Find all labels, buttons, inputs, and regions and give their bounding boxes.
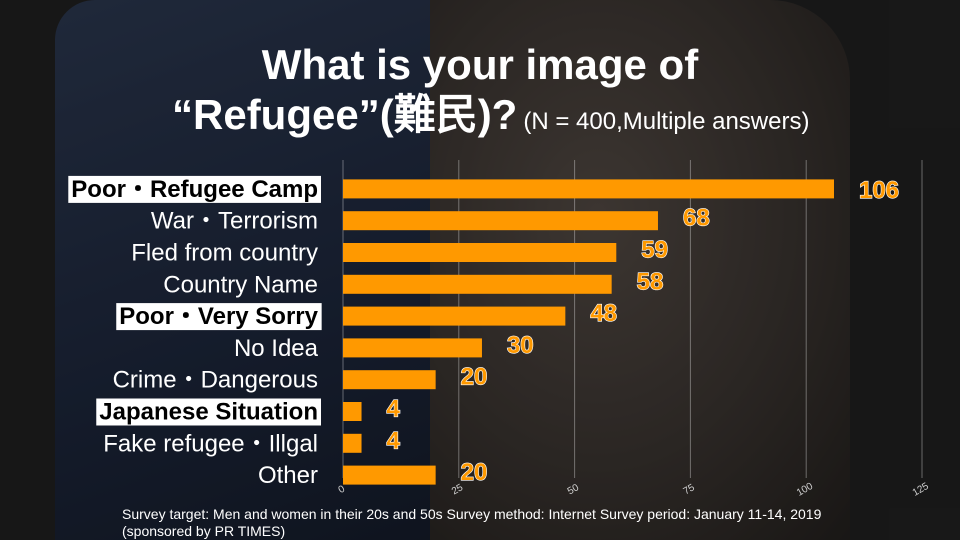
value-label: 58 [637,268,664,295]
person-left-coat [55,0,435,540]
chart-title-line2: “Refugee”(難民)? (N = 400,Multiple answers) [172,92,809,145]
category-label: Poor・Refugee Camp [71,176,318,203]
bar [343,306,566,326]
category-label: Poor・Very Sorry [119,303,318,330]
survey-footnote: Survey target: Men and women in their 20… [122,506,822,539]
category-label: Country Name [163,271,318,298]
value-label: 4 [387,396,401,423]
value-label: 4 [387,427,401,454]
chart-title-refugee: “Refugee”(難民)? [172,91,518,138]
chart-subtitle: (N = 400,Multiple answers) [523,108,810,135]
value-label: 68 [683,205,710,232]
x-tick-label: 75 [682,482,698,497]
value-label: 20 [461,364,488,391]
category-label: Crime・Dangerous [113,367,318,394]
x-tick-label: 50 [566,482,582,497]
value-labels: 106 68 59 58 48 30 20 4 4 20 [386,176,900,486]
x-tick-label: 125 [911,481,931,499]
category-label: Other [258,462,318,489]
category-label: Fled from country [131,240,318,267]
bar [343,243,617,262]
x-tick-label: 0 [337,483,348,496]
chart-title-line1: What is your image of [261,41,699,88]
bar [343,370,436,390]
bar [343,402,362,421]
value-label: 48 [590,300,617,327]
category-highlight [116,303,322,331]
bars-group [343,179,834,485]
value-label: 20 [461,459,488,486]
x-tick-label: 25 [450,482,466,497]
bar [343,465,436,485]
category-highlight [68,175,321,203]
category-label: War・Terrorism [151,208,318,235]
person-right-fur-coat [430,0,850,540]
bar [343,179,834,199]
x-tick-label: 100 [795,481,815,499]
bar [343,274,612,294]
value-label: 106 [859,177,899,204]
bar [343,433,362,453]
bar [343,211,658,231]
category-labels: Poor・Refugee Camp War・Terrorism Fled from … [68,175,322,489]
category-label: No Idea [234,335,319,362]
bar [343,338,482,358]
category-label: Fake refugee・Illgal [103,430,318,457]
value-label: 30 [507,332,534,359]
category-highlight [96,398,321,426]
category-label: Japanese Situation [99,399,318,426]
value-label: 59 [641,237,668,264]
